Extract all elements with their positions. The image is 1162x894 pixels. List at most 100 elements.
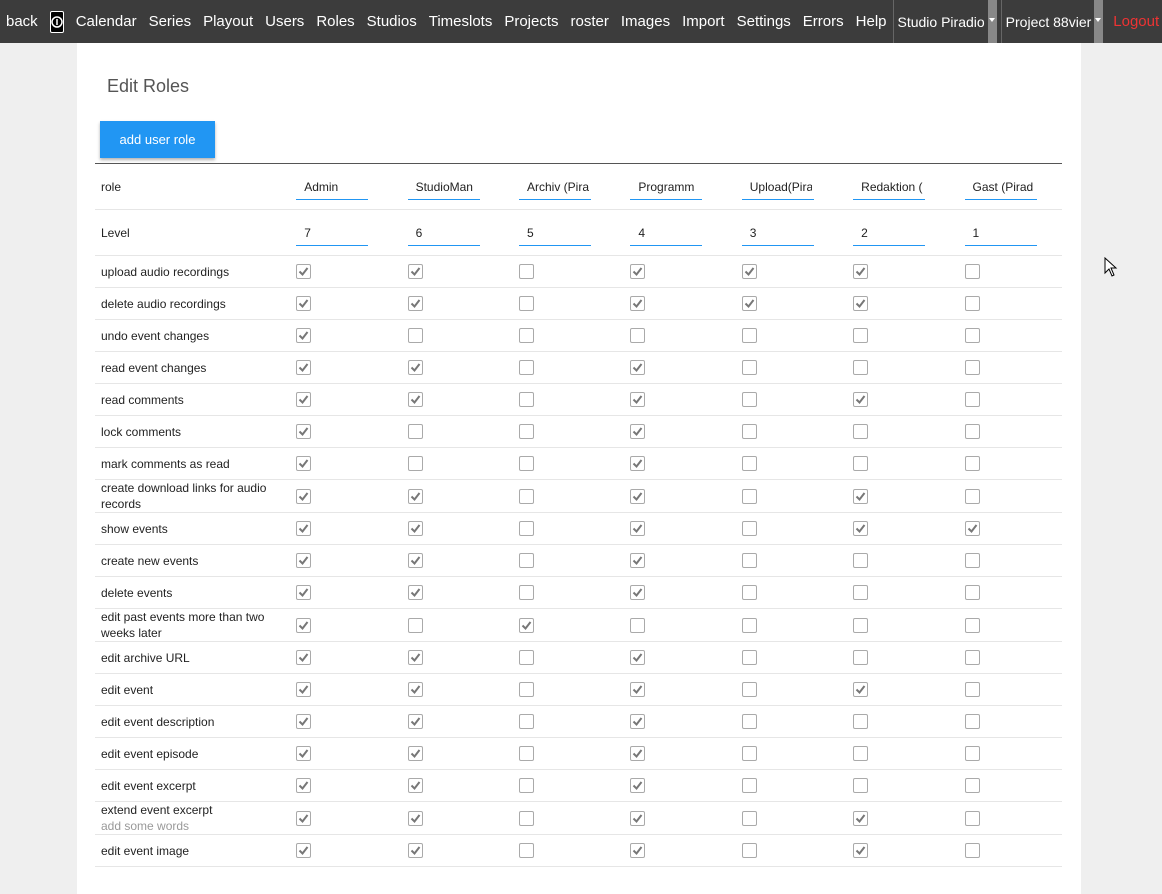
checkbox[interactable] bbox=[964, 682, 980, 698]
level-input[interactable] bbox=[741, 219, 814, 246]
checkbox[interactable] bbox=[964, 296, 980, 312]
checkbox[interactable] bbox=[630, 682, 646, 698]
checkbox[interactable] bbox=[407, 264, 423, 280]
level-input[interactable] bbox=[407, 219, 480, 246]
checkbox[interactable] bbox=[630, 488, 646, 504]
checkbox[interactable] bbox=[964, 778, 980, 794]
checkbox[interactable] bbox=[407, 488, 423, 504]
checkbox[interactable] bbox=[853, 392, 869, 408]
checkbox[interactable] bbox=[407, 585, 423, 601]
checkbox[interactable] bbox=[741, 424, 757, 440]
checkbox[interactable] bbox=[296, 746, 312, 762]
checkbox[interactable] bbox=[630, 617, 646, 633]
checkbox[interactable] bbox=[853, 650, 869, 666]
checkbox[interactable] bbox=[407, 553, 423, 569]
checkbox[interactable] bbox=[518, 392, 534, 408]
checkbox[interactable] bbox=[853, 521, 869, 537]
checkbox[interactable] bbox=[518, 521, 534, 537]
checkbox[interactable] bbox=[741, 843, 757, 859]
checkbox[interactable] bbox=[630, 585, 646, 601]
checkbox[interactable] bbox=[407, 392, 423, 408]
nav-link[interactable]: Projects bbox=[504, 13, 559, 30]
checkbox[interactable] bbox=[964, 328, 980, 344]
role-name-input[interactable] bbox=[518, 173, 591, 200]
checkbox[interactable] bbox=[964, 650, 980, 666]
checkbox[interactable] bbox=[296, 521, 312, 537]
checkbox[interactable] bbox=[296, 843, 312, 859]
checkbox[interactable] bbox=[853, 488, 869, 504]
nav-link[interactable]: Settings bbox=[736, 13, 791, 30]
level-input[interactable] bbox=[630, 219, 703, 246]
checkbox[interactable] bbox=[407, 810, 423, 826]
checkbox[interactable] bbox=[296, 488, 312, 504]
checkbox[interactable] bbox=[964, 810, 980, 826]
checkbox[interactable] bbox=[630, 521, 646, 537]
checkbox[interactable] bbox=[853, 682, 869, 698]
checkbox[interactable] bbox=[518, 456, 534, 472]
checkbox[interactable] bbox=[853, 810, 869, 826]
checkbox[interactable] bbox=[741, 360, 757, 376]
checkbox[interactable] bbox=[630, 456, 646, 472]
checkbox[interactable] bbox=[741, 746, 757, 762]
role-name-input[interactable] bbox=[407, 173, 480, 200]
checkbox[interactable] bbox=[518, 585, 534, 601]
checkbox[interactable] bbox=[407, 296, 423, 312]
checkbox[interactable] bbox=[853, 778, 869, 794]
checkbox[interactable] bbox=[518, 714, 534, 730]
checkbox[interactable] bbox=[630, 843, 646, 859]
add-role-button[interactable]: add user role bbox=[100, 121, 215, 158]
checkbox[interactable] bbox=[518, 778, 534, 794]
nav-link[interactable]: Studios bbox=[366, 13, 417, 30]
checkbox[interactable] bbox=[964, 746, 980, 762]
level-input[interactable] bbox=[853, 219, 926, 246]
logo[interactable] bbox=[49, 10, 64, 33]
checkbox[interactable] bbox=[964, 585, 980, 601]
checkbox[interactable] bbox=[296, 553, 312, 569]
checkbox[interactable] bbox=[296, 296, 312, 312]
role-name-input[interactable] bbox=[741, 173, 814, 200]
checkbox[interactable] bbox=[407, 617, 423, 633]
nav-link[interactable]: Errors bbox=[802, 13, 844, 30]
checkbox[interactable] bbox=[853, 746, 869, 762]
checkbox[interactable] bbox=[518, 650, 534, 666]
checkbox[interactable] bbox=[518, 810, 534, 826]
checkbox[interactable] bbox=[630, 328, 646, 344]
nav-link[interactable]: roster bbox=[570, 13, 609, 30]
checkbox[interactable] bbox=[741, 392, 757, 408]
checkbox[interactable] bbox=[964, 424, 980, 440]
checkbox[interactable] bbox=[407, 456, 423, 472]
checkbox[interactable] bbox=[964, 360, 980, 376]
checkbox[interactable] bbox=[964, 392, 980, 408]
nav-link[interactable]: Images bbox=[620, 13, 671, 30]
checkbox[interactable] bbox=[853, 843, 869, 859]
checkbox[interactable] bbox=[518, 553, 534, 569]
checkbox[interactable] bbox=[407, 424, 423, 440]
checkbox[interactable] bbox=[964, 714, 980, 730]
checkbox[interactable] bbox=[964, 488, 980, 504]
logout-link[interactable]: Logout bbox=[1113, 13, 1160, 30]
level-input[interactable] bbox=[518, 219, 591, 246]
checkbox[interactable] bbox=[518, 746, 534, 762]
checkbox[interactable] bbox=[518, 843, 534, 859]
checkbox[interactable] bbox=[407, 746, 423, 762]
checkbox[interactable] bbox=[853, 360, 869, 376]
checkbox[interactable] bbox=[296, 585, 312, 601]
nav-back[interactable]: back bbox=[6, 13, 38, 30]
checkbox[interactable] bbox=[630, 778, 646, 794]
checkbox[interactable] bbox=[741, 585, 757, 601]
checkbox[interactable] bbox=[853, 585, 869, 601]
checkbox[interactable] bbox=[964, 264, 980, 280]
checkbox[interactable] bbox=[630, 553, 646, 569]
checkbox[interactable] bbox=[296, 682, 312, 698]
checkbox[interactable] bbox=[296, 424, 312, 440]
role-name-input[interactable] bbox=[630, 173, 703, 200]
checkbox[interactable] bbox=[630, 810, 646, 826]
checkbox[interactable] bbox=[741, 264, 757, 280]
nav-link[interactable]: Users bbox=[265, 13, 305, 30]
checkbox[interactable] bbox=[853, 264, 869, 280]
level-input[interactable] bbox=[964, 219, 1037, 246]
checkbox[interactable] bbox=[741, 682, 757, 698]
nav-link[interactable]: Roles bbox=[316, 13, 355, 30]
checkbox[interactable] bbox=[853, 714, 869, 730]
role-name-input[interactable] bbox=[964, 173, 1037, 200]
